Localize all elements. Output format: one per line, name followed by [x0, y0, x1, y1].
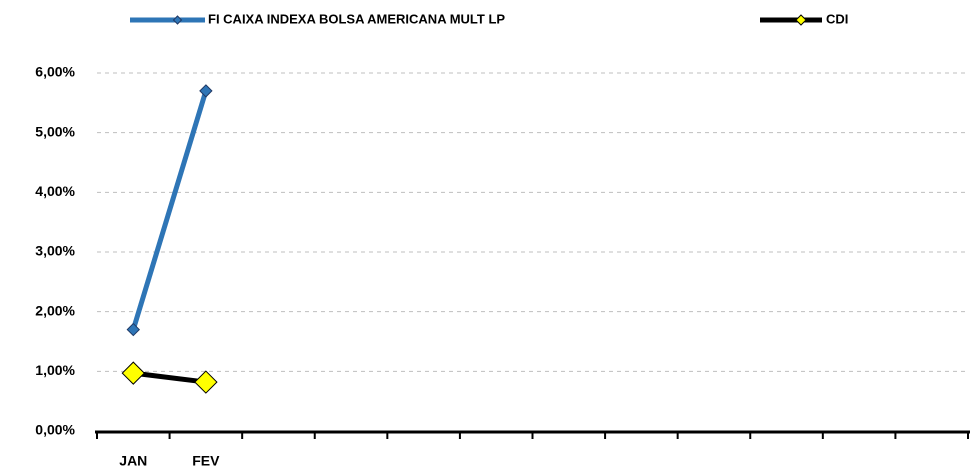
y-tick-label: 0,00%	[35, 422, 75, 438]
x-tick-label: FEV	[192, 453, 220, 469]
marker	[199, 84, 213, 98]
y-tick-label: 5,00%	[35, 123, 75, 139]
marker	[194, 370, 218, 394]
y-tick-label: 4,00%	[35, 183, 75, 199]
legend-label: FI CAIXA INDEXA BOLSA AMERICANA MULT LP	[208, 11, 505, 26]
legend-marker	[172, 15, 183, 25]
y-tick-label: 3,00%	[35, 243, 75, 259]
x-tick-label: JAN	[119, 453, 147, 469]
y-tick-label: 2,00%	[35, 302, 75, 318]
legend-marker	[795, 14, 807, 26]
marker	[126, 322, 140, 337]
y-tick-label: 6,00%	[35, 64, 75, 80]
marker	[121, 361, 145, 385]
series-line	[130, 90, 209, 331]
series-line	[132, 370, 207, 385]
y-tick-label: 1,00%	[35, 362, 75, 378]
legend-label: CDI	[826, 11, 848, 26]
